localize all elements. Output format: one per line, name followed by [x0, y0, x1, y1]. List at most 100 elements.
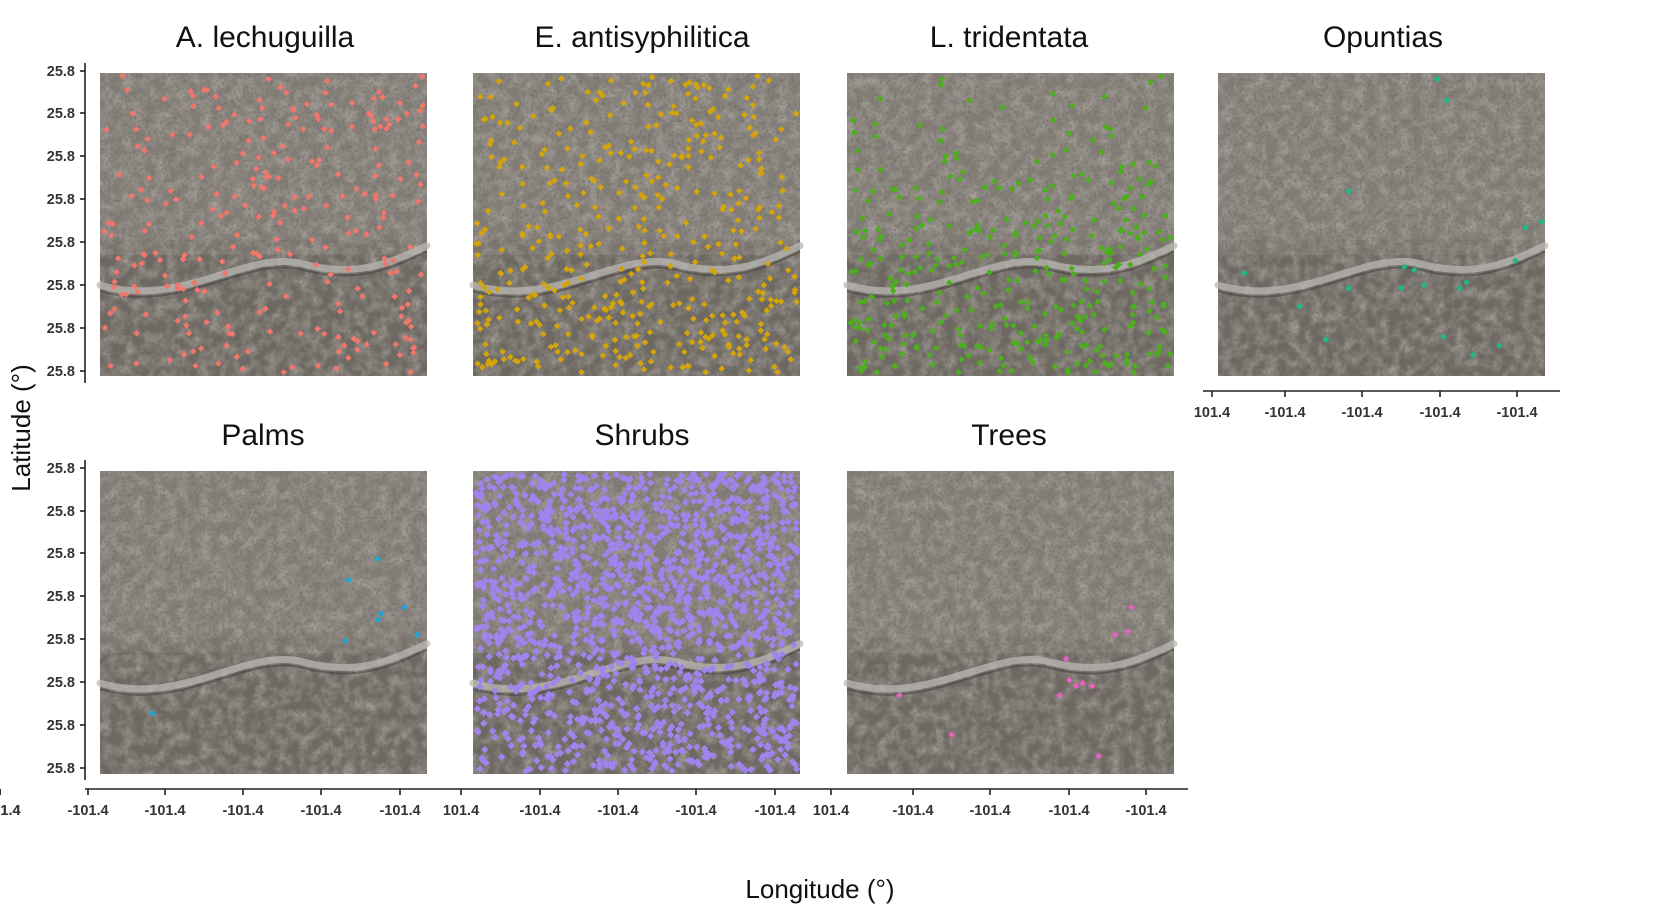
data-point [724, 86, 732, 93]
data-point [569, 513, 577, 521]
data-point [578, 350, 585, 358]
data-point [500, 508, 508, 517]
data-point [573, 587, 581, 595]
data-point [685, 475, 693, 483]
data-point [584, 554, 592, 562]
data-point [730, 350, 737, 357]
data-point [662, 480, 671, 489]
data-point [757, 741, 765, 749]
data-point [485, 639, 494, 647]
data-point [768, 749, 776, 757]
data-point [335, 348, 343, 355]
data-point [755, 545, 764, 553]
data-point [495, 596, 503, 604]
data-point [850, 316, 857, 324]
data-point [683, 709, 692, 717]
data-point [544, 729, 552, 737]
data-point [678, 472, 686, 480]
data-point [262, 305, 269, 312]
data-point [762, 504, 770, 512]
data-point [500, 616, 508, 625]
data-point [763, 762, 771, 770]
data-point [711, 656, 719, 664]
data-point [623, 725, 631, 733]
data-point [755, 677, 764, 686]
data-point [781, 477, 789, 486]
data-point [744, 580, 752, 589]
data-point [692, 743, 701, 751]
data-point [641, 542, 650, 550]
data-point [675, 643, 683, 651]
data-point [765, 77, 773, 84]
data-point [735, 333, 743, 340]
data-point [1017, 329, 1025, 337]
data-point [635, 711, 643, 720]
data-point [614, 725, 622, 734]
data-point [755, 504, 763, 512]
data-point [674, 760, 682, 769]
data-point [986, 233, 993, 241]
data-point [582, 475, 591, 483]
data-point [644, 561, 652, 569]
data-point [555, 233, 563, 240]
data-point [685, 632, 693, 641]
data-point [691, 688, 699, 697]
data-point [618, 498, 626, 506]
y-tick-label: 25.8 [47, 589, 75, 605]
data-point [547, 765, 556, 773]
data-point [659, 593, 667, 601]
data-point [129, 110, 136, 117]
data-point [747, 650, 756, 658]
data-point [504, 624, 512, 633]
data-point [567, 575, 575, 584]
data-point [501, 580, 510, 589]
data-point [534, 538, 542, 546]
data-point [111, 278, 118, 286]
data-point [618, 618, 626, 627]
data-point [917, 264, 924, 272]
data-point [273, 236, 281, 243]
data-point [344, 265, 352, 273]
data-point [761, 585, 769, 593]
data-point [902, 332, 910, 339]
data-point [978, 253, 985, 261]
data-point [663, 475, 672, 483]
data-point [736, 351, 743, 358]
data-point [524, 525, 532, 533]
data-point [777, 745, 785, 754]
data-point [735, 345, 743, 352]
data-point [225, 330, 233, 337]
data-point [997, 354, 1005, 362]
data-point [667, 263, 674, 270]
data-point [910, 331, 917, 339]
data-point [900, 340, 907, 348]
data-point [701, 233, 708, 240]
data-point [615, 534, 623, 542]
data-point [529, 244, 537, 252]
data-point [180, 351, 188, 358]
data-point [537, 741, 545, 749]
data-point [871, 338, 878, 346]
data-point [898, 350, 906, 358]
data-point [536, 620, 544, 628]
data-point [520, 622, 528, 630]
data-point [566, 585, 574, 593]
data-point [856, 298, 864, 306]
data-point [625, 571, 633, 580]
data-point [773, 470, 781, 478]
data-point [735, 695, 743, 704]
data-point [734, 573, 742, 581]
data-point [604, 751, 612, 760]
data-point [980, 290, 988, 297]
data-point [670, 707, 678, 716]
data-point [946, 222, 953, 230]
data-point [601, 758, 610, 766]
data-point [474, 319, 481, 327]
data-point [610, 605, 618, 613]
data-point [198, 173, 205, 180]
data-point [784, 348, 792, 356]
data-point [745, 696, 753, 704]
data-point [501, 647, 510, 655]
data-point [676, 478, 684, 486]
data-point [727, 643, 736, 652]
